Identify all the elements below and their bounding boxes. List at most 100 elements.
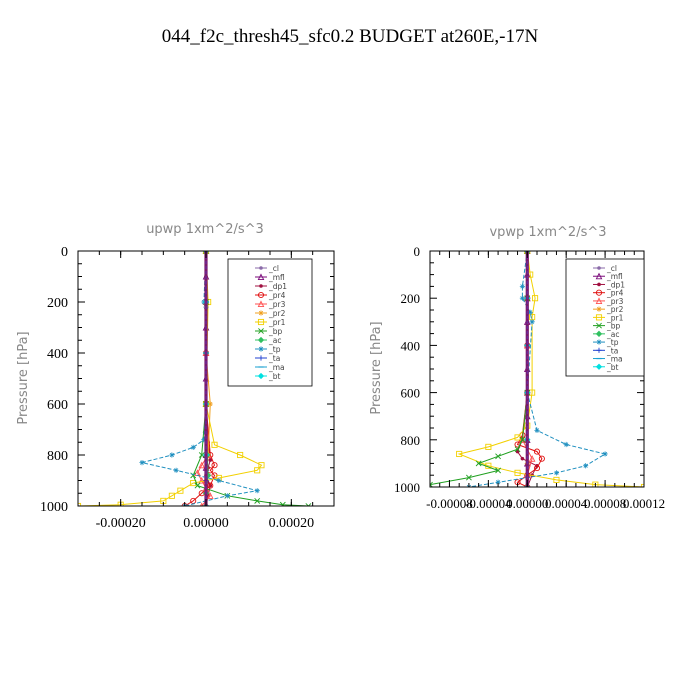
legend-marker_tp — [258, 346, 264, 352]
legend-label_cl: _cl — [606, 264, 617, 273]
legend-marker_pr4 — [595, 289, 603, 296]
data-point_tp — [224, 493, 230, 499]
legend-marker_cl — [259, 266, 263, 270]
legend-label_pr4: _pr4 — [268, 291, 286, 300]
legend-marker_pr2 — [258, 310, 264, 316]
legend-marker_ta — [596, 347, 602, 353]
legend-marker_mfl — [595, 272, 603, 280]
data-point_pr3 — [198, 461, 206, 469]
y-tick-label: 0 — [414, 244, 421, 259]
data-point_tp — [583, 463, 589, 469]
y-tick-label: 200 — [401, 291, 421, 306]
y-tick-label: 200 — [47, 296, 68, 311]
data-point_pr4 — [207, 482, 214, 489]
legend-marker_bt — [257, 372, 265, 380]
data-point_bp — [194, 482, 201, 489]
data-point_tp — [527, 309, 533, 315]
data-point_tp — [563, 441, 569, 448]
legend-label_pr3: _pr3 — [268, 300, 286, 309]
legend-label_pr2: _pr2 — [268, 309, 286, 318]
data-point_pr1 — [258, 462, 265, 469]
data-point_tp — [139, 460, 145, 466]
data-point_pr4 — [211, 462, 218, 469]
data-point_pr1 — [514, 469, 521, 476]
data-point_bp — [495, 453, 502, 460]
legend-label_bt: _bt — [268, 372, 281, 381]
x-tick-label: -0.00020 — [96, 516, 146, 531]
data-point_tp — [529, 319, 535, 325]
x-tick-label: -0.00008 — [426, 496, 473, 511]
data-point_pr1 — [254, 467, 261, 474]
x-tick-label: 0.00008 — [584, 496, 626, 511]
data-point_bp — [495, 467, 502, 474]
x-tick-label: 0.00012 — [623, 496, 665, 511]
y-tick-label: 400 — [401, 338, 421, 353]
data-point_tp — [553, 470, 560, 476]
data-point_pr1 — [592, 481, 599, 487]
y-tick-label: 800 — [47, 449, 68, 464]
data-point_pr3 — [198, 476, 206, 484]
data-point_pr1 — [237, 451, 244, 459]
legend: _cl_mfl_dp1_pr4_pr3_pr2_pr1_bp_ac_tp_ta_… — [565, 258, 645, 377]
chart-panel-vpwp: vpwp 1xm^2/s^3 Pressure [hPa] 0 200 400 600… — [369, 225, 665, 511]
legend: _cl_mfl_dp1_pr4_pr3_pr2_pr1_bp_ac_tp_ta_… — [227, 258, 313, 387]
data-point_tp — [602, 451, 608, 457]
legend-label_dp1: _dp1 — [606, 280, 625, 289]
data-point_pr1 — [177, 487, 184, 494]
x-tick-label: 0.00000 — [506, 496, 548, 511]
data-point_dp1 — [520, 456, 525, 461]
legend-label_mfl: _mfl — [606, 272, 623, 281]
data-point_bp — [430, 481, 433, 487]
data-point_tp — [216, 477, 222, 484]
legend-label_tp: _tp — [268, 345, 281, 354]
legend-marker_bp — [596, 322, 602, 329]
data-point_tp — [173, 467, 179, 473]
y-tick-label: 400 — [47, 347, 68, 362]
x-tick-label: 0.00000 — [183, 516, 229, 531]
legend-label_pr2: _pr2 — [606, 305, 624, 314]
y-tick-label: 800 — [401, 433, 421, 448]
data-point_tp — [254, 488, 260, 494]
legend-label_pr1: _pr1 — [606, 313, 624, 322]
data-point_pr3 — [206, 492, 214, 499]
data-point_bp — [519, 436, 526, 443]
data-point_pr3 — [528, 455, 536, 462]
legend-marker_pr3 — [257, 300, 265, 308]
data-point_tp — [190, 444, 196, 450]
legend-label_cl: _cl — [268, 264, 279, 273]
data-point_pr4 — [533, 448, 541, 455]
legend-marker_ac — [257, 336, 265, 344]
data-point_bp — [465, 474, 472, 481]
page-title: 044_f2c_thresh45_sfc0.2 BUDGET at260E,-1… — [162, 26, 539, 47]
legend-label_tp: _tp — [606, 338, 619, 347]
data-point_tp — [519, 295, 526, 301]
legend-label_bp: _bp — [268, 327, 283, 336]
legend-marker_ta — [258, 355, 264, 361]
chart-title: upwp 1xm^2/s^3 — [146, 222, 264, 237]
data-point_pr4 — [533, 465, 541, 472]
legend-label_pr3: _pr3 — [606, 297, 624, 306]
legend-marker_ac — [595, 330, 603, 338]
series-line_tp — [468, 251, 607, 487]
data-point_pr3 — [519, 436, 526, 443]
legend-marker_pr1 — [595, 314, 603, 321]
legend-marker_pr3 — [595, 297, 603, 304]
legend-label_ma: _ma — [268, 363, 285, 372]
y-tick-label: 1000 — [40, 500, 68, 515]
legend-label_ta: _ta — [606, 346, 618, 355]
y-axis-label: Pressure [hPa] — [16, 331, 31, 424]
legend-label_dp1: _dp1 — [268, 282, 287, 291]
x-tick-label: 0.00004 — [545, 496, 588, 511]
data-point_pr1 — [553, 476, 560, 483]
data-point_tp — [495, 479, 501, 485]
data-point_pr1 — [211, 441, 218, 448]
data-point_pr1 — [190, 480, 197, 487]
legend-box — [227, 258, 313, 387]
y-tick-label: 600 — [47, 398, 68, 413]
legend-label_ta: _ta — [268, 354, 280, 363]
legend-label_ac: _ac — [268, 336, 281, 345]
legend-label_pr1: _pr1 — [268, 318, 286, 327]
legend-marker_tp — [596, 339, 602, 345]
data-point_bp — [514, 446, 521, 453]
